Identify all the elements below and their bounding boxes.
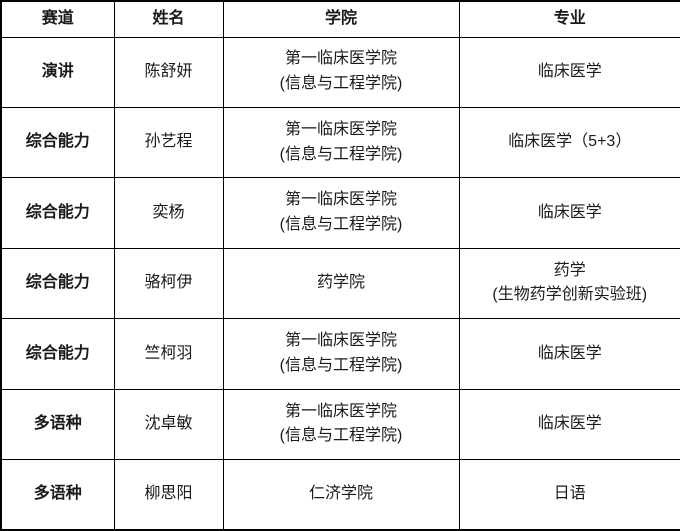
cell-major: 临床医学 [458,177,680,249]
cell-name: 沈卓敏 [113,388,224,461]
cell-track: 多语种 [0,388,115,461]
cell-college: 第一临床医学院 (信息与工程学院) [222,318,460,390]
cell-track: 演讲 [0,36,115,108]
table-row: 综合能力 竺柯羽 第一临床医学院 (信息与工程学院) 临床医学 [0,318,680,390]
column-header-name: 姓名 [113,0,224,38]
cell-name: 奕杨 [113,177,224,249]
cell-major: 临床医学 [458,318,680,390]
cell-name: 骆柯伊 [113,247,224,320]
cell-major: 临床医学 [458,388,680,461]
cell-track: 综合能力 [0,106,115,179]
cell-name: 孙艺程 [113,106,224,179]
table-row: 多语种 柳思阳 仁济学院 日语 [0,459,680,531]
table-row: 演讲 陈舒妍 第一临床医学院 (信息与工程学院) 临床医学 [0,36,680,108]
table-row: 多语种 沈卓敏 第一临床医学院 (信息与工程学院) 临床医学 [0,388,680,461]
cell-name: 竺柯羽 [113,318,224,390]
cell-major: 日语 [458,459,680,531]
cell-college: 第一临床医学院 (信息与工程学院) [222,388,460,461]
cell-major: 临床医学（5+3） [458,106,680,179]
cell-college: 仁济学院 [222,459,460,531]
cell-track: 综合能力 [0,177,115,249]
table-row: 综合能力 骆柯伊 药学院 药学 (生物药学创新实验班) [0,247,680,320]
cell-track: 综合能力 [0,247,115,320]
cell-track: 多语种 [0,459,115,531]
column-header-major: 专业 [458,0,680,38]
cell-name: 柳思阳 [113,459,224,531]
cell-college: 第一临床医学院 (信息与工程学院) [222,36,460,108]
cell-major: 药学 (生物药学创新实验班) [458,247,680,320]
cell-college: 第一临床医学院 (信息与工程学院) [222,177,460,249]
table-row: 综合能力 孙艺程 第一临床医学院 (信息与工程学院) 临床医学（5+3） [0,106,680,179]
header-row: 赛道 姓名 学院 专业 [0,0,680,38]
cell-name: 陈舒妍 [113,36,224,108]
cell-track: 综合能力 [0,318,115,390]
column-header-track: 赛道 [0,0,115,38]
column-header-college: 学院 [222,0,460,38]
cell-college: 第一临床医学院 (信息与工程学院) [222,106,460,179]
cell-major: 临床医学 [458,36,680,108]
cell-college: 药学院 [222,247,460,320]
table-row: 综合能力 奕杨 第一临床医学院 (信息与工程学院) 临床医学 [0,177,680,249]
